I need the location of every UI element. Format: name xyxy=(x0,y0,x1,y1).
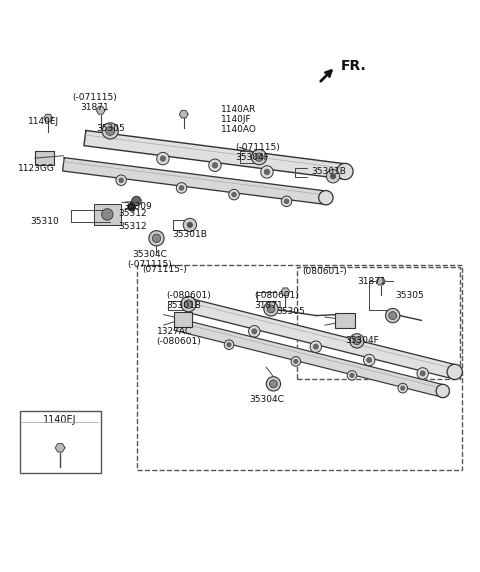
Circle shape xyxy=(398,383,408,393)
Polygon shape xyxy=(186,298,456,379)
Circle shape xyxy=(389,312,396,320)
Polygon shape xyxy=(84,130,346,179)
Text: FR.: FR. xyxy=(341,59,367,73)
Text: 31871: 31871 xyxy=(357,277,385,287)
Bar xyxy=(336,313,355,328)
Text: (-080601)
35301B: (-080601) 35301B xyxy=(166,291,211,310)
Polygon shape xyxy=(180,110,188,118)
Text: 1140AR
1140JF
1140AO: 1140AR 1140JF 1140AO xyxy=(221,105,257,134)
Bar xyxy=(137,264,462,470)
Text: 35304F: 35304F xyxy=(345,336,379,345)
Text: 35310: 35310 xyxy=(30,217,59,226)
Circle shape xyxy=(319,190,333,205)
Circle shape xyxy=(264,169,269,174)
Text: 35301B: 35301B xyxy=(312,166,347,176)
Polygon shape xyxy=(376,277,385,285)
Circle shape xyxy=(249,325,260,337)
Circle shape xyxy=(331,174,336,178)
Circle shape xyxy=(132,196,141,206)
Text: (-080601)
31871: (-080601) 31871 xyxy=(254,291,299,310)
Circle shape xyxy=(209,159,221,172)
Circle shape xyxy=(157,152,169,165)
Circle shape xyxy=(229,189,240,200)
Text: 1327AC
(-080601): 1327AC (-080601) xyxy=(156,327,201,346)
Circle shape xyxy=(326,169,340,183)
Bar xyxy=(20,411,101,473)
Circle shape xyxy=(281,196,292,206)
Circle shape xyxy=(181,296,196,312)
Bar xyxy=(35,152,54,165)
Text: 1123GG: 1123GG xyxy=(18,164,55,173)
Bar xyxy=(297,267,459,379)
Circle shape xyxy=(183,219,197,232)
Circle shape xyxy=(310,341,322,352)
Circle shape xyxy=(106,126,115,136)
Circle shape xyxy=(401,386,405,390)
Circle shape xyxy=(266,377,281,391)
Polygon shape xyxy=(174,318,444,397)
Circle shape xyxy=(350,333,364,348)
Circle shape xyxy=(176,182,187,193)
Text: 35312: 35312 xyxy=(118,221,147,231)
Text: 1140EJ: 1140EJ xyxy=(28,117,59,126)
Text: 35301B: 35301B xyxy=(172,230,207,239)
Circle shape xyxy=(116,175,126,185)
Circle shape xyxy=(294,359,298,363)
Circle shape xyxy=(350,374,354,378)
Circle shape xyxy=(385,308,400,323)
Circle shape xyxy=(291,356,300,366)
Circle shape xyxy=(102,123,118,139)
Circle shape xyxy=(264,302,278,316)
Text: 35305: 35305 xyxy=(395,291,424,300)
Circle shape xyxy=(347,371,357,380)
Text: (071115-): (071115-) xyxy=(142,264,187,273)
Circle shape xyxy=(267,305,275,313)
Polygon shape xyxy=(281,288,289,296)
Circle shape xyxy=(149,231,164,246)
Circle shape xyxy=(255,153,264,161)
Circle shape xyxy=(152,234,161,243)
Circle shape xyxy=(261,166,273,178)
Circle shape xyxy=(160,156,166,161)
Text: 1140EJ: 1140EJ xyxy=(43,415,77,425)
Circle shape xyxy=(213,163,217,168)
Circle shape xyxy=(102,209,113,220)
Bar xyxy=(174,312,192,327)
Text: 35309: 35309 xyxy=(123,202,152,211)
Text: 35304C
(-071115): 35304C (-071115) xyxy=(127,250,172,269)
Circle shape xyxy=(367,358,372,362)
Circle shape xyxy=(188,223,192,227)
Text: (-071115)
35304F: (-071115) 35304F xyxy=(235,143,280,162)
Circle shape xyxy=(269,380,277,388)
Text: 35305: 35305 xyxy=(276,308,304,316)
Bar xyxy=(95,204,120,225)
Polygon shape xyxy=(44,114,52,122)
Circle shape xyxy=(184,300,192,308)
Polygon shape xyxy=(96,106,105,114)
Circle shape xyxy=(363,354,375,366)
Circle shape xyxy=(180,186,184,190)
Text: (080601-): (080601-) xyxy=(302,267,347,276)
Polygon shape xyxy=(55,444,65,452)
Circle shape xyxy=(417,368,429,379)
Circle shape xyxy=(436,384,449,398)
Circle shape xyxy=(232,193,236,197)
Text: 35305: 35305 xyxy=(97,124,126,133)
Text: (-071115)
31871: (-071115) 31871 xyxy=(72,93,117,112)
Polygon shape xyxy=(62,158,327,204)
Circle shape xyxy=(252,329,257,333)
Circle shape xyxy=(285,199,288,204)
Circle shape xyxy=(337,164,353,180)
Circle shape xyxy=(224,340,234,349)
Circle shape xyxy=(227,343,231,347)
Circle shape xyxy=(128,204,135,211)
Text: 35304C: 35304C xyxy=(249,395,284,404)
Circle shape xyxy=(420,371,425,376)
Circle shape xyxy=(313,344,318,349)
Circle shape xyxy=(119,178,123,182)
Circle shape xyxy=(353,337,361,345)
Text: 35312: 35312 xyxy=(118,209,147,218)
Circle shape xyxy=(252,149,267,165)
Circle shape xyxy=(447,364,462,380)
